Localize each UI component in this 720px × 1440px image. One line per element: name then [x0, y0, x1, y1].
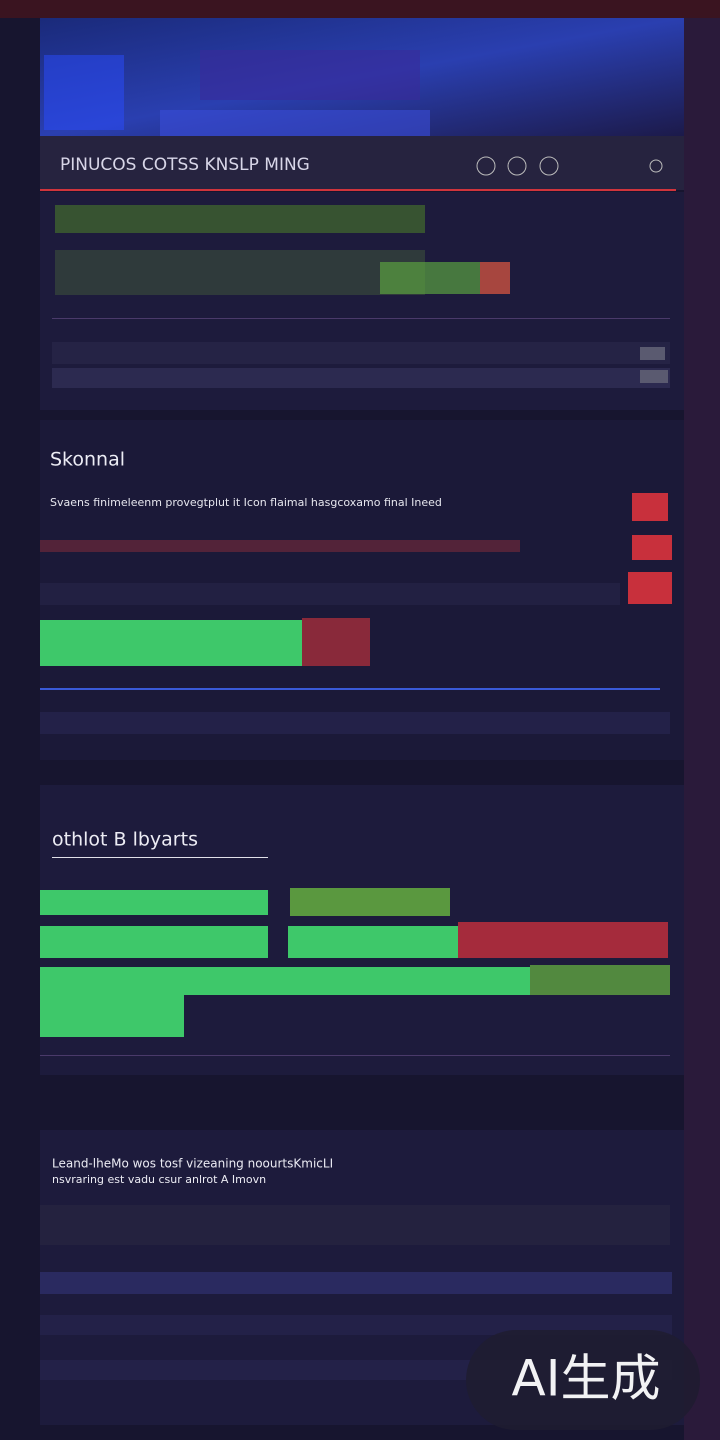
row: [40, 1315, 672, 1335]
section-title: othlot B lbyarts: [52, 829, 198, 851]
icon[interactable]: [507, 156, 527, 176]
watermark-pill: [466, 1330, 700, 1430]
row: [40, 712, 670, 734]
row: [40, 1205, 670, 1245]
green-block: [288, 926, 458, 958]
glitch-bars: [290, 888, 450, 916]
section-text: nsvraring est vadu csur anlrot A Imovn: [52, 1173, 266, 1186]
section-text: Svaens finimeleenm provegtplut it Icon f…: [50, 496, 442, 509]
green-block: [40, 890, 268, 915]
icon[interactable]: [476, 156, 496, 176]
table-rows: [52, 318, 670, 388]
header-title: PINUCOS COTSS KNSLP MING: [60, 155, 310, 175]
glitch-text: [55, 250, 425, 295]
row: [52, 342, 670, 364]
glitch-text: [55, 205, 425, 233]
green-block: [40, 926, 268, 958]
icon[interactable]: [539, 156, 559, 176]
icon[interactable]: [649, 159, 663, 173]
glitch-bars: [530, 965, 670, 995]
green-block: [40, 967, 530, 995]
row: [40, 583, 620, 605]
glitch-bars: [458, 922, 668, 958]
glitch-bars: [628, 572, 672, 604]
hero-floor: [160, 110, 430, 136]
section-title: Leand-lheMo wos tosf vizeaning noourtsKm…: [52, 1157, 333, 1171]
hero-cars: [200, 50, 420, 100]
row-line: [40, 688, 660, 690]
title-rule: [52, 857, 268, 858]
header-bar: [40, 136, 684, 190]
side-blur: [684, 0, 720, 1440]
hero-screen: [44, 55, 124, 130]
section-title: Skonnal: [50, 449, 125, 471]
top-glow: [0, 0, 720, 18]
row-line: [52, 318, 670, 319]
row: [40, 1272, 672, 1294]
green-block: [40, 620, 302, 666]
glitch-bars: [632, 493, 668, 521]
green-block: [40, 995, 184, 1037]
row: [52, 368, 670, 388]
glitch-bars: [302, 618, 370, 666]
glitch-bars: [480, 262, 510, 294]
button[interactable]: [640, 347, 665, 360]
glitch-bars: [632, 535, 672, 560]
button[interactable]: [640, 370, 668, 383]
header-rule: [40, 189, 676, 191]
glitch-strip: [40, 540, 520, 552]
row-line: [40, 1055, 670, 1056]
watermark: AI生成: [512, 1350, 661, 1408]
